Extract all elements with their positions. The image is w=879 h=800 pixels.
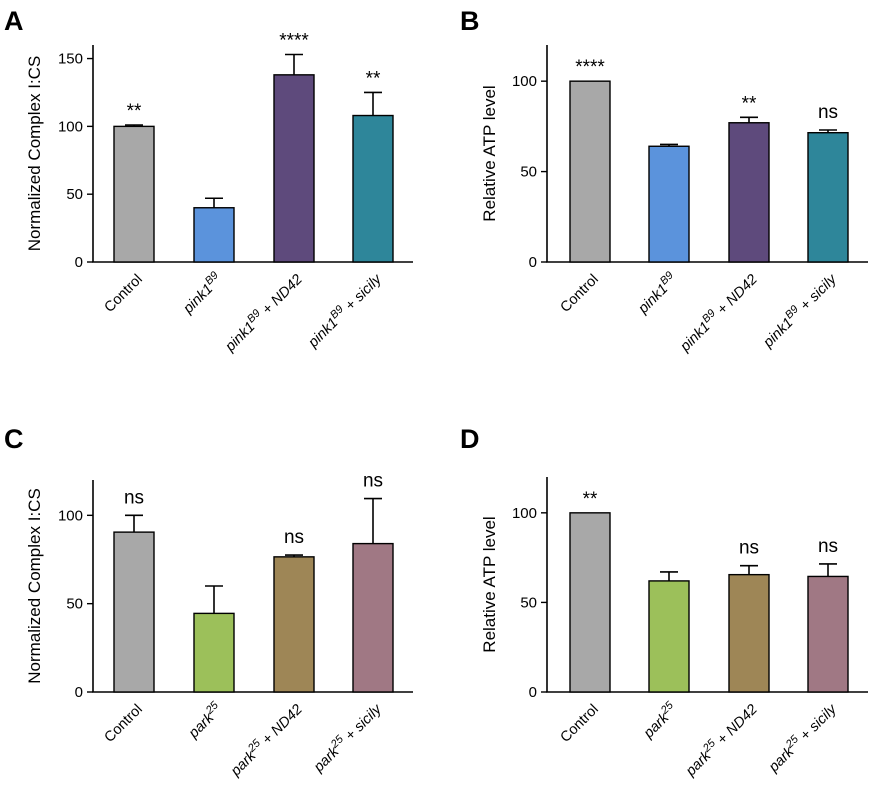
- significance-label: **: [742, 93, 757, 114]
- category-label-part: ND42: [723, 702, 761, 740]
- y-tick-label: 50: [66, 186, 83, 203]
- significance-label: ns: [818, 536, 838, 557]
- y-tick-label: 100: [512, 73, 537, 90]
- significance-label: ns: [284, 527, 304, 548]
- y-tick-label: 150: [58, 51, 83, 68]
- y-axis-label: Normalized Complex I:CS: [25, 488, 44, 684]
- category-label-part: Control: [557, 702, 601, 746]
- panel-label: D: [460, 424, 480, 454]
- x-category-label: Control: [557, 272, 601, 316]
- significance-label: ****: [279, 30, 309, 51]
- bar: [193, 207, 235, 263]
- significance-label: ****: [575, 57, 605, 78]
- bar: [352, 114, 394, 263]
- panel-d: D 0 50 100 Relative ATP level ** Control park25…: [460, 424, 868, 780]
- y-tick-label: 50: [520, 164, 537, 181]
- bar: [569, 512, 611, 693]
- x-category-label: pink1B9: [633, 269, 681, 317]
- bar: [728, 122, 770, 263]
- panel-c: C 0 50 100 Normalized Complex I:CS ns Control p…: [4, 424, 413, 780]
- x-category-label: park25: [183, 699, 226, 742]
- y-tick-label: 100: [58, 118, 83, 135]
- significance-label: **: [366, 68, 381, 89]
- panel-label: C: [4, 424, 24, 454]
- x-category-label: park25: [638, 699, 681, 742]
- bar: [193, 612, 235, 693]
- x-category-label: park25 + sicily: [763, 699, 840, 776]
- y-axis-label: Relative ATP level: [480, 85, 499, 221]
- category-label-part: sicily: [806, 701, 840, 735]
- bar: [648, 145, 690, 263]
- category-label-part: sicily: [806, 271, 840, 305]
- bar: [728, 573, 770, 693]
- panel-label: A: [4, 6, 24, 36]
- significance-label: **: [127, 101, 142, 122]
- bar: [569, 80, 611, 263]
- category-label-part: ND42: [268, 272, 306, 310]
- y-tick-label: 0: [529, 254, 537, 271]
- category-label-part: sicily: [351, 701, 385, 735]
- bar: [113, 125, 155, 263]
- y-tick-label: 0: [75, 254, 83, 271]
- category-label-part: Control: [557, 272, 601, 316]
- category-label-part: Control: [101, 702, 145, 746]
- category-label-part: sicily: [351, 271, 385, 305]
- bar: [807, 132, 849, 263]
- bar: [648, 580, 690, 693]
- bar: [352, 542, 394, 693]
- category-label-part: Control: [101, 272, 145, 316]
- bar: [113, 531, 155, 693]
- significance-label: ns: [818, 102, 838, 123]
- x-category-label: park25 + ND42: [225, 699, 306, 780]
- x-category-label: Control: [101, 702, 145, 746]
- y-axis-label: Normalized Complex I:CS: [25, 56, 44, 252]
- y-tick-label: 0: [529, 684, 537, 701]
- x-category-label: pink1B9 + ND42: [220, 269, 306, 355]
- significance-label: ns: [124, 487, 144, 508]
- bar: [807, 575, 849, 693]
- y-axis-label: Relative ATP level: [480, 516, 499, 652]
- y-tick-label: 0: [75, 684, 83, 701]
- x-category-label: Control: [101, 272, 145, 316]
- bar: [273, 556, 315, 693]
- y-tick-label: 50: [520, 594, 537, 611]
- significance-label: ns: [739, 538, 759, 559]
- panel-b: B 0 50 100 Relative ATP level **** Control pink…: [460, 6, 868, 355]
- y-tick-label: 100: [512, 505, 537, 522]
- x-category-label: pink1B9 + sicily: [303, 269, 386, 352]
- y-tick-label: 100: [58, 507, 83, 524]
- significance-label: ns: [363, 471, 383, 492]
- panel-a: A 0 50 100 150 Normalized Complex I:CS ** Contr…: [4, 6, 413, 355]
- bar: [273, 74, 315, 263]
- y-tick-label: 50: [66, 596, 83, 613]
- x-category-label: pink1B9 + ND42: [675, 269, 761, 355]
- panel-label: B: [460, 6, 480, 36]
- category-label-part: ND42: [268, 702, 306, 740]
- category-label-part: ND42: [723, 272, 761, 310]
- x-category-label: pink1B9 + sicily: [758, 269, 841, 352]
- x-category-label: Control: [557, 702, 601, 746]
- x-category-label: pink1B9: [178, 269, 226, 317]
- x-category-label: park25 + ND42: [680, 699, 761, 780]
- x-category-label: park25 + sicily: [308, 699, 385, 776]
- significance-label: **: [583, 489, 598, 510]
